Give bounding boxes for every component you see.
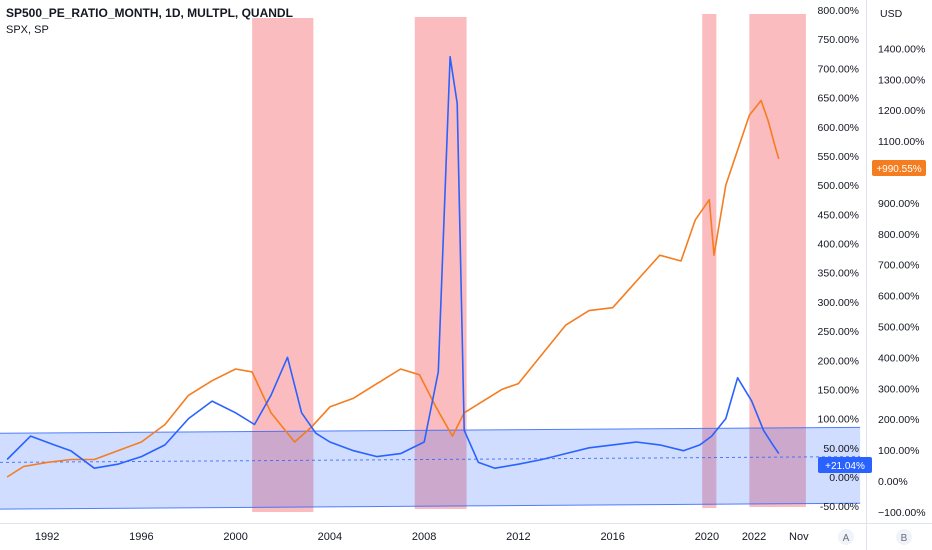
y-tick-percent: 250.00%: [818, 326, 859, 338]
y-tick-usd: 900.00%: [878, 198, 919, 210]
y-tick-usd: 600.00%: [878, 291, 919, 303]
x-tick: 2004: [318, 531, 342, 543]
y-tick-percent: 200.00%: [818, 355, 859, 367]
shaded-period-3: [749, 14, 806, 507]
y-tick-percent: 150.00%: [818, 384, 859, 396]
x-tick: Nov: [789, 531, 809, 543]
x-tick: 2020: [695, 531, 719, 543]
last-value-badge: [818, 457, 872, 473]
axis-button-a[interactable]: [838, 529, 854, 545]
x-tick: 1992: [35, 531, 59, 543]
y-tick-percent: -50.00%: [820, 501, 859, 513]
y-tick-percent: 400.00%: [818, 239, 859, 251]
x-tick: 1996: [129, 531, 153, 543]
y-tick-percent: 450.00%: [818, 209, 859, 221]
channel-upper: [0, 426, 861, 434]
y-tick-percent: 700.00%: [818, 63, 859, 75]
shaded-period-2: [702, 14, 717, 508]
y-tick-percent: 750.00%: [818, 34, 859, 46]
last-value-label: +990.55%: [876, 164, 921, 175]
y-tick-usd: 0.00%: [878, 476, 908, 488]
y-tick-usd: 700.00%: [878, 260, 919, 272]
x-tick: 2016: [600, 531, 624, 543]
regression-channel-layer: [0, 426, 861, 510]
y-tick-percent: 650.00%: [818, 93, 859, 105]
x-tick: 2012: [506, 531, 530, 543]
x-tick: 2022: [742, 531, 766, 543]
usd-axis-label: USD: [880, 8, 903, 20]
series-layer: [6, 55, 780, 478]
recession-shading-layer: [252, 14, 806, 512]
axis-button-b[interactable]: [896, 529, 912, 545]
y-tick-usd: −100.00%: [878, 507, 926, 519]
y-tick-usd: 300.00%: [878, 383, 919, 395]
channel-fill: [0, 427, 861, 510]
y-tick-usd: 800.00%: [878, 229, 919, 241]
y-tick-percent: 0.00%: [829, 472, 859, 484]
y-tick-percent: 100.00%: [818, 414, 859, 426]
x-tick: 2008: [412, 531, 436, 543]
channel-mid: [0, 456, 861, 463]
chart-title: SP500_PE_RATIO_MONTH, 1D, MULTPL, QUANDL: [6, 6, 293, 20]
shaded-period-0: [252, 18, 314, 512]
shaded-period-1: [414, 17, 467, 509]
y-tick-percent: 800.00%: [818, 5, 859, 17]
y-tick-usd: 200.00%: [878, 414, 919, 426]
y-tick-usd: 100.00%: [878, 445, 919, 457]
y-tick-usd: 1300.00%: [878, 74, 925, 86]
y-tick-usd: 1200.00%: [878, 105, 925, 117]
axis-button-label: B: [901, 533, 908, 544]
y-tick-percent: 500.00%: [818, 180, 859, 192]
y-tick-usd: 500.00%: [878, 322, 919, 334]
channel-lower: [0, 502, 861, 510]
y-tick-usd: 400.00%: [878, 352, 919, 364]
y-tick-percent: 350.00%: [818, 268, 859, 280]
y-tick-usd: 1100.00%: [878, 136, 925, 148]
y-tick-percent: 50.00%: [823, 443, 859, 455]
series-line-1: [6, 55, 780, 470]
last-value-label: +21.04%: [825, 461, 865, 472]
y-tick-percent: 600.00%: [818, 122, 859, 134]
y-tick-percent: 300.00%: [818, 297, 859, 309]
series-line-0: [6, 99, 780, 478]
axis-button-label: A: [843, 533, 850, 544]
y-tick-percent: 550.00%: [818, 151, 859, 163]
x-tick: 2000: [223, 531, 247, 543]
last-value-badge: [872, 160, 926, 176]
chart-subtitle: SPX, SP: [6, 24, 49, 36]
y-tick-usd: 1400.00%: [878, 43, 925, 55]
